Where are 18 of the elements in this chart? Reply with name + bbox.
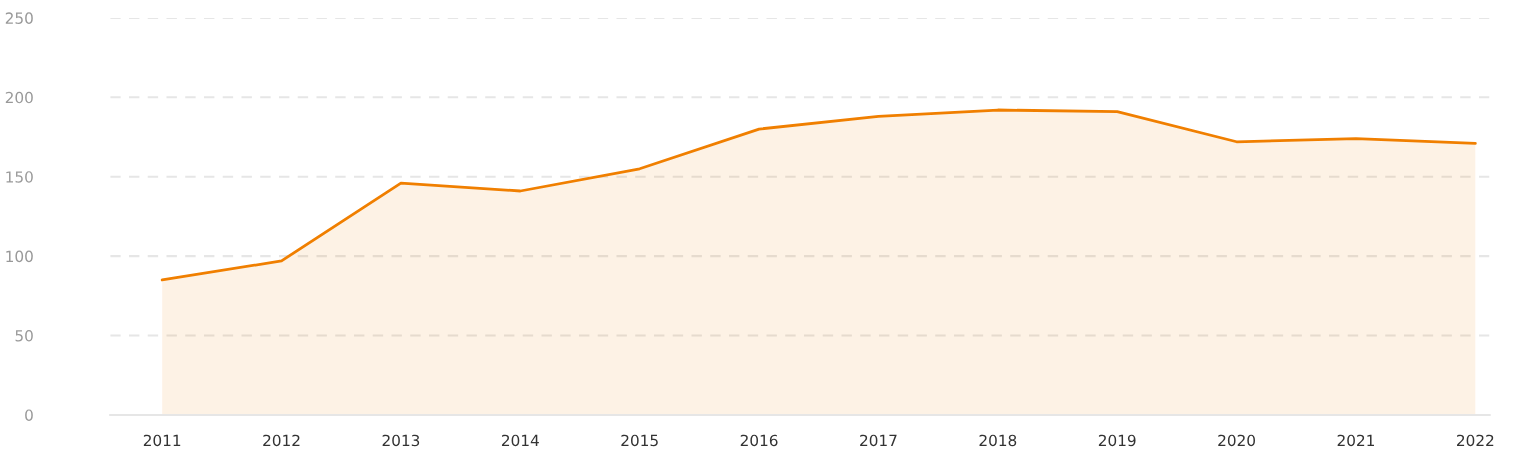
x-tick-label: 2018 (979, 434, 1017, 447)
x-tick-label: 2015 (621, 434, 658, 447)
x-tick-label: 2011 (143, 434, 181, 447)
x-tick-label: 2017 (860, 434, 897, 447)
y-tick-label: 150 (6, 171, 33, 183)
y-tick-label: 100 (6, 250, 33, 263)
x-tick-label: 2014 (501, 434, 539, 447)
x-tick-label: 2020 (1218, 434, 1255, 447)
x-tick-label: 2016 (740, 434, 778, 447)
x-tick-label: 2022 (1457, 434, 1494, 447)
y-tick-label: 200 (5, 91, 33, 104)
x-tick-label: 2021 (1337, 434, 1374, 447)
y-tick-label: 50 (15, 329, 33, 342)
y-tick-label: 0 (25, 409, 33, 421)
x-tick-label: 2013 (382, 434, 420, 447)
x-tick-label: 2012 (263, 434, 300, 447)
x-tick-label: 2019 (1098, 434, 1136, 447)
y-tick-label: 250 (5, 12, 33, 24)
